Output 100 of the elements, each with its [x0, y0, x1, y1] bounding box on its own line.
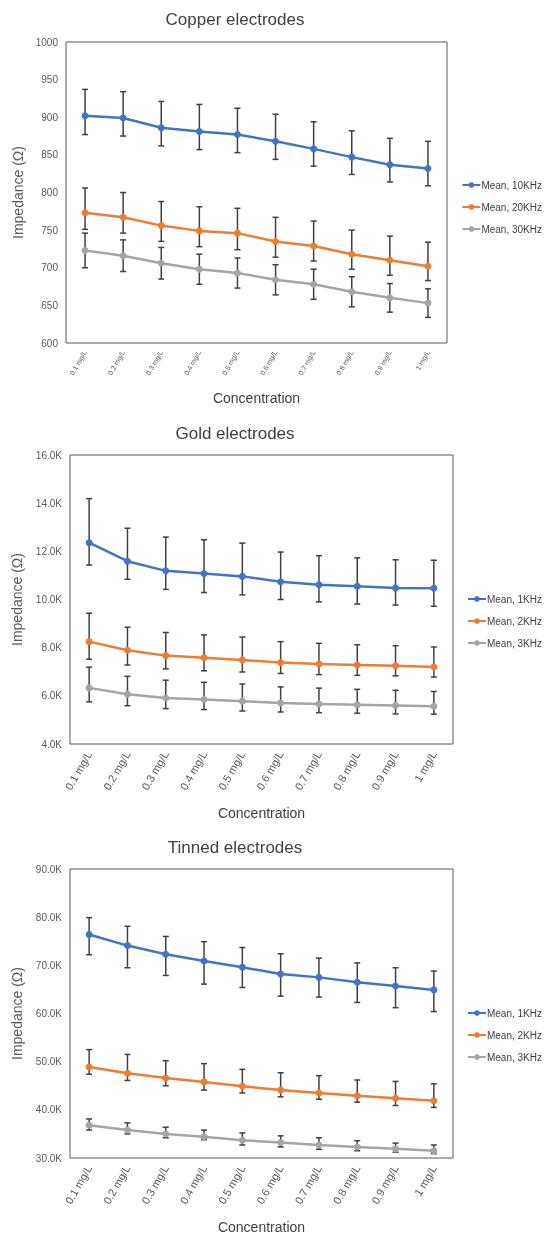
point	[277, 970, 285, 978]
point	[85, 931, 93, 938]
point	[277, 1086, 285, 1094]
y-tick-label: 950	[41, 74, 59, 86]
y-tick-label: 4.0K	[41, 738, 63, 750]
point	[392, 584, 400, 592]
point	[272, 276, 280, 284]
point	[123, 1126, 131, 1134]
point	[238, 697, 246, 705]
point	[233, 131, 241, 139]
chart-title: Copper electrodes	[165, 10, 305, 29]
point	[424, 164, 432, 172]
y-tick-label: 8.0K	[41, 642, 63, 654]
y-tick-label: 1000	[35, 36, 59, 48]
y-axis-title: Impedance (Ω)	[9, 553, 25, 646]
point	[200, 654, 208, 662]
point	[392, 701, 400, 709]
y-tick-label: 850	[41, 149, 59, 161]
y-axis-title: Impedance (Ω)	[9, 967, 25, 1060]
legend-label: Mean, 30KHz	[481, 223, 543, 235]
point	[157, 222, 165, 230]
point	[200, 569, 208, 577]
y-tick-label: 800	[41, 187, 59, 198]
point	[123, 942, 131, 950]
chart-title: Gold electrodes	[175, 424, 295, 443]
legend-label: Mean, 1KHz	[486, 593, 543, 605]
point	[85, 684, 93, 692]
point	[430, 986, 438, 994]
legend-label: Mean, 2KHz	[486, 615, 543, 627]
point	[85, 539, 93, 547]
y-tick-label: 30.0K	[35, 1152, 63, 1164]
point	[162, 652, 170, 660]
point	[392, 662, 400, 670]
point	[238, 1136, 246, 1144]
point	[238, 1082, 246, 1090]
point	[85, 1063, 93, 1071]
x-axis-title: Concentration	[217, 1219, 306, 1235]
y-tick-label: 16.0K	[35, 449, 63, 461]
point	[162, 694, 170, 702]
point	[195, 128, 203, 136]
point	[315, 973, 323, 981]
y-tick-label: 50.0K	[35, 1056, 63, 1068]
y-tick-label: 14.0K	[35, 497, 63, 509]
point	[348, 288, 356, 296]
y-axis-title: Impedance (Ω)	[9, 146, 26, 239]
point	[424, 262, 432, 270]
point	[272, 237, 280, 245]
point	[157, 259, 165, 267]
point	[310, 145, 318, 153]
point	[277, 1139, 285, 1147]
point	[277, 659, 285, 667]
y-tick-label: 12.0K	[35, 545, 63, 557]
point	[277, 578, 285, 586]
x-axis-title: Concentration	[212, 390, 301, 406]
point	[85, 638, 93, 646]
y-tick-label: 650	[41, 299, 59, 311]
point	[348, 153, 356, 161]
point	[81, 209, 89, 217]
point	[386, 161, 394, 169]
point	[238, 656, 246, 664]
point	[233, 229, 241, 237]
legend-label: Mean, 10KHz	[481, 179, 543, 191]
y-tick-label: 750	[41, 224, 59, 236]
point	[353, 701, 361, 709]
point	[277, 699, 285, 707]
chart-title: Tinned electrodes	[167, 838, 303, 857]
legend-label: Mean, 3KHz	[486, 1051, 543, 1063]
point	[353, 661, 361, 669]
point	[353, 1143, 361, 1151]
point	[119, 213, 127, 221]
point	[200, 1133, 208, 1141]
point	[162, 1130, 170, 1138]
x-axis-title: Concentration	[217, 805, 306, 821]
point	[123, 690, 131, 698]
point	[195, 227, 203, 235]
point	[272, 137, 280, 145]
legend-label: Mean, 3KHz	[486, 637, 543, 649]
y-tick-label: 900	[41, 111, 59, 123]
y-tick-label: 10.0K	[35, 594, 63, 605]
point	[392, 1094, 400, 1102]
y-tick-label: 70.0K	[35, 959, 63, 971]
point	[123, 1069, 131, 1077]
point	[386, 294, 394, 302]
point	[200, 695, 208, 703]
point	[195, 265, 203, 273]
point	[238, 963, 246, 971]
point	[162, 1074, 170, 1082]
legend-label: Mean, 1KHz	[486, 1007, 543, 1019]
point	[430, 584, 438, 592]
y-tick-label: 600	[41, 337, 59, 349]
point	[353, 978, 361, 986]
y-tick-label: 700	[41, 262, 59, 274]
y-tick-label: 90.0K	[35, 863, 63, 875]
point	[81, 246, 89, 254]
point	[81, 112, 89, 120]
y-tick-label: 60.0K	[35, 1008, 63, 1019]
point	[386, 256, 394, 264]
point	[310, 242, 318, 250]
point	[430, 702, 438, 710]
point	[162, 567, 170, 575]
